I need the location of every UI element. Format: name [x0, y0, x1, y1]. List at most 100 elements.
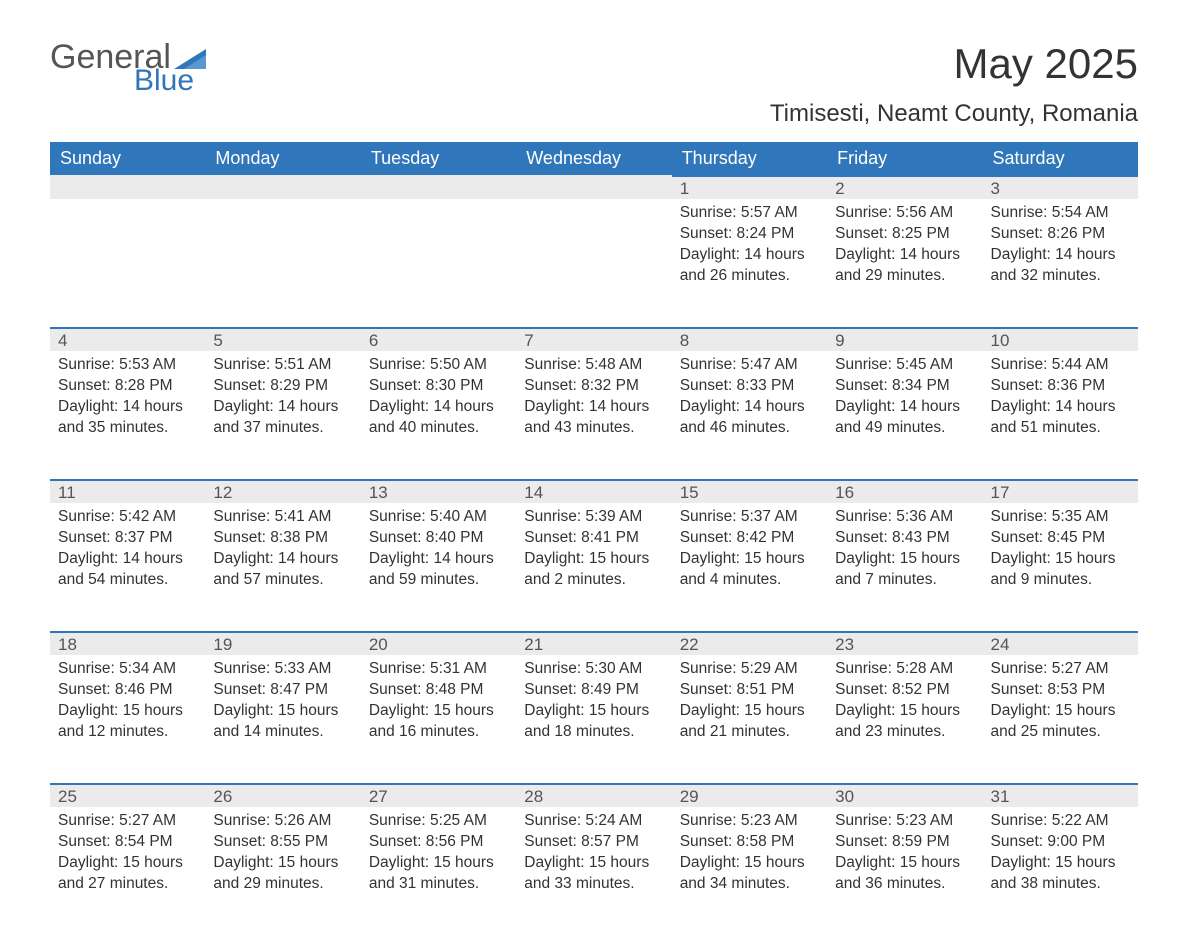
day-body: Sunrise: 5:44 AMSunset: 8:36 PMDaylight:…: [983, 351, 1138, 457]
dow-friday: Friday: [827, 142, 982, 175]
day-number: 6: [361, 327, 516, 351]
dow-wednesday: Wednesday: [516, 142, 671, 175]
daylight-line: Daylight: 14 hours and 37 minutes.: [213, 397, 352, 439]
calendar-cell: [50, 199, 205, 327]
calendar-cell: Sunrise: 5:56 AMSunset: 8:25 PMDaylight:…: [827, 199, 982, 327]
day-number: 26: [205, 783, 360, 807]
sunset-line: Sunset: 8:36 PM: [991, 376, 1130, 397]
calendar-cell: Sunrise: 5:41 AMSunset: 8:38 PMDaylight:…: [205, 503, 360, 631]
sunrise-line: Sunrise: 5:25 AM: [369, 811, 508, 832]
daylight-line: Daylight: 14 hours and 35 minutes.: [58, 397, 197, 439]
calendar-cell: Sunrise: 5:28 AMSunset: 8:52 PMDaylight:…: [827, 655, 982, 783]
sunset-line: Sunset: 8:51 PM: [680, 680, 819, 701]
daylight-line: Daylight: 15 hours and 25 minutes.: [991, 701, 1130, 743]
day-number: 17: [983, 479, 1138, 503]
week-daynum-row: 45678910: [50, 327, 1138, 351]
calendar-cell: Sunrise: 5:37 AMSunset: 8:42 PMDaylight:…: [672, 503, 827, 631]
day-number: 14: [516, 479, 671, 503]
daylight-line: Daylight: 14 hours and 51 minutes.: [991, 397, 1130, 439]
calendar-cell: Sunrise: 5:42 AMSunset: 8:37 PMDaylight:…: [50, 503, 205, 631]
dow-header-row: Sunday Monday Tuesday Wednesday Thursday…: [50, 142, 1138, 175]
calendar-cell: Sunrise: 5:35 AMSunset: 8:45 PMDaylight:…: [983, 503, 1138, 631]
calendar-cell: Sunrise: 5:53 AMSunset: 8:28 PMDaylight:…: [50, 351, 205, 479]
day-body: Sunrise: 5:57 AMSunset: 8:24 PMDaylight:…: [672, 199, 827, 305]
dow-monday: Monday: [205, 142, 360, 175]
calendar-cell: Sunrise: 5:22 AMSunset: 9:00 PMDaylight:…: [983, 807, 1138, 935]
daylight-line: Daylight: 15 hours and 38 minutes.: [991, 853, 1130, 895]
day-number: [361, 175, 516, 199]
sunset-line: Sunset: 8:41 PM: [524, 528, 663, 549]
sunrise-line: Sunrise: 5:40 AM: [369, 507, 508, 528]
daylight-line: Daylight: 15 hours and 16 minutes.: [369, 701, 508, 743]
sunrise-line: Sunrise: 5:37 AM: [680, 507, 819, 528]
calendar-cell: Sunrise: 5:47 AMSunset: 8:33 PMDaylight:…: [672, 351, 827, 479]
day-body: Sunrise: 5:42 AMSunset: 8:37 PMDaylight:…: [50, 503, 205, 609]
sunset-line: Sunset: 8:43 PM: [835, 528, 974, 549]
sunset-line: Sunset: 8:42 PM: [680, 528, 819, 549]
sunset-line: Sunset: 8:38 PM: [213, 528, 352, 549]
sunset-line: Sunset: 8:26 PM: [991, 224, 1130, 245]
sunrise-line: Sunrise: 5:53 AM: [58, 355, 197, 376]
daylight-line: Daylight: 15 hours and 29 minutes.: [213, 853, 352, 895]
sunrise-line: Sunrise: 5:34 AM: [58, 659, 197, 680]
day-number: 9: [827, 327, 982, 351]
calendar-cell: Sunrise: 5:23 AMSunset: 8:58 PMDaylight:…: [672, 807, 827, 935]
daylight-line: Daylight: 15 hours and 31 minutes.: [369, 853, 508, 895]
sunset-line: Sunset: 8:46 PM: [58, 680, 197, 701]
daylight-line: Daylight: 14 hours and 49 minutes.: [835, 397, 974, 439]
sunrise-line: Sunrise: 5:36 AM: [835, 507, 974, 528]
calendar-cell: Sunrise: 5:54 AMSunset: 8:26 PMDaylight:…: [983, 199, 1138, 327]
day-number: 1: [672, 175, 827, 199]
day-number: 30: [827, 783, 982, 807]
sunrise-line: Sunrise: 5:41 AM: [213, 507, 352, 528]
day-number: 2: [827, 175, 982, 199]
day-body: Sunrise: 5:26 AMSunset: 8:55 PMDaylight:…: [205, 807, 360, 913]
day-body: Sunrise: 5:27 AMSunset: 8:53 PMDaylight:…: [983, 655, 1138, 761]
day-body: Sunrise: 5:23 AMSunset: 8:59 PMDaylight:…: [827, 807, 982, 913]
day-body: Sunrise: 5:28 AMSunset: 8:52 PMDaylight:…: [827, 655, 982, 761]
sunset-line: Sunset: 8:53 PM: [991, 680, 1130, 701]
day-body: Sunrise: 5:36 AMSunset: 8:43 PMDaylight:…: [827, 503, 982, 609]
calendar-table: Sunday Monday Tuesday Wednesday Thursday…: [50, 142, 1138, 935]
day-body: Sunrise: 5:23 AMSunset: 8:58 PMDaylight:…: [672, 807, 827, 913]
sunrise-line: Sunrise: 5:24 AM: [524, 811, 663, 832]
week-body-row: Sunrise: 5:57 AMSunset: 8:24 PMDaylight:…: [50, 199, 1138, 327]
week-body-row: Sunrise: 5:42 AMSunset: 8:37 PMDaylight:…: [50, 503, 1138, 631]
day-body: Sunrise: 5:53 AMSunset: 8:28 PMDaylight:…: [50, 351, 205, 457]
sunrise-line: Sunrise: 5:54 AM: [991, 203, 1130, 224]
week-body-row: Sunrise: 5:27 AMSunset: 8:54 PMDaylight:…: [50, 807, 1138, 935]
calendar-cell: Sunrise: 5:44 AMSunset: 8:36 PMDaylight:…: [983, 351, 1138, 479]
daylight-line: Daylight: 14 hours and 43 minutes.: [524, 397, 663, 439]
sunset-line: Sunset: 8:59 PM: [835, 832, 974, 853]
calendar-cell: Sunrise: 5:34 AMSunset: 8:46 PMDaylight:…: [50, 655, 205, 783]
day-number: 10: [983, 327, 1138, 351]
daylight-line: Daylight: 15 hours and 12 minutes.: [58, 701, 197, 743]
day-body: Sunrise: 5:25 AMSunset: 8:56 PMDaylight:…: [361, 807, 516, 913]
sunrise-line: Sunrise: 5:39 AM: [524, 507, 663, 528]
calendar-cell: [516, 199, 671, 327]
day-number: 7: [516, 327, 671, 351]
location-subtitle: Timisesti, Neamt County, Romania: [50, 100, 1138, 128]
daylight-line: Daylight: 14 hours and 32 minutes.: [991, 245, 1130, 287]
daylight-line: Daylight: 15 hours and 9 minutes.: [991, 549, 1130, 591]
day-body: Sunrise: 5:22 AMSunset: 9:00 PMDaylight:…: [983, 807, 1138, 913]
day-body: Sunrise: 5:31 AMSunset: 8:48 PMDaylight:…: [361, 655, 516, 761]
sunrise-line: Sunrise: 5:27 AM: [991, 659, 1130, 680]
calendar-cell: Sunrise: 5:31 AMSunset: 8:48 PMDaylight:…: [361, 655, 516, 783]
sunrise-line: Sunrise: 5:29 AM: [680, 659, 819, 680]
sunset-line: Sunset: 8:47 PM: [213, 680, 352, 701]
day-body: Sunrise: 5:47 AMSunset: 8:33 PMDaylight:…: [672, 351, 827, 457]
sunset-line: Sunset: 8:45 PM: [991, 528, 1130, 549]
day-number: 29: [672, 783, 827, 807]
sunrise-line: Sunrise: 5:57 AM: [680, 203, 819, 224]
sunrise-line: Sunrise: 5:50 AM: [369, 355, 508, 376]
day-number: 18: [50, 631, 205, 655]
day-body: Sunrise: 5:39 AMSunset: 8:41 PMDaylight:…: [516, 503, 671, 609]
day-number: 15: [672, 479, 827, 503]
day-number: 23: [827, 631, 982, 655]
sunset-line: Sunset: 8:49 PM: [524, 680, 663, 701]
logo: General Blue: [50, 40, 206, 96]
day-number: 20: [361, 631, 516, 655]
daylight-line: Daylight: 14 hours and 46 minutes.: [680, 397, 819, 439]
day-number: 25: [50, 783, 205, 807]
